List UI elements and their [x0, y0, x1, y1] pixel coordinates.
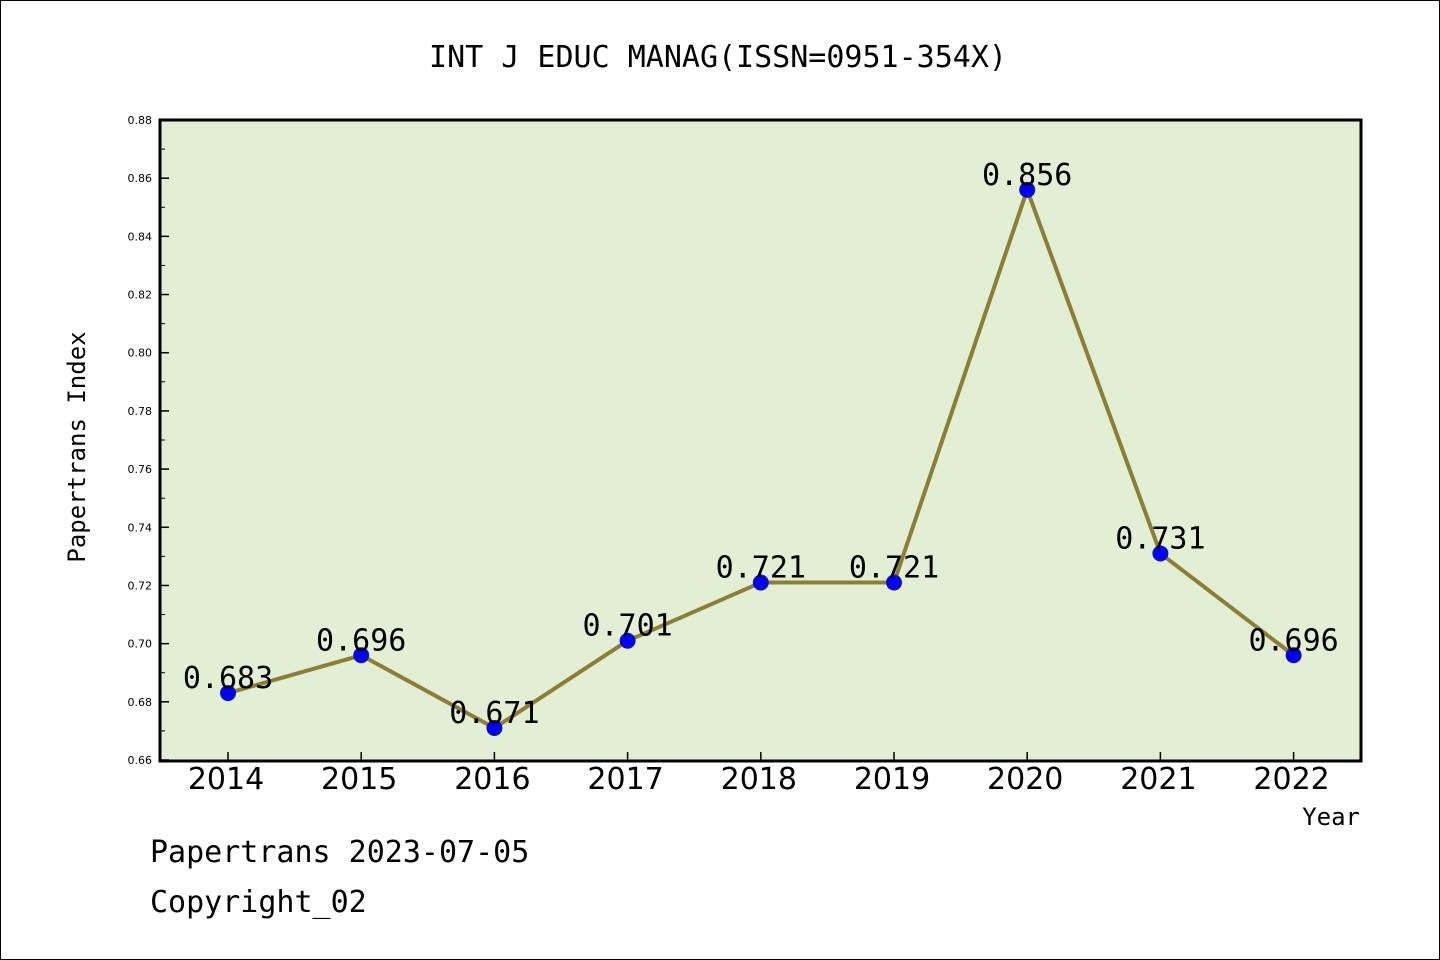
x-tick-label: 2016 — [454, 762, 530, 797]
data-point-2015 — [353, 647, 370, 664]
data-point-2021 — [1152, 545, 1169, 562]
x-tick-label: 2020 — [987, 762, 1063, 797]
data-point-2016 — [486, 720, 503, 736]
data-point-2022 — [1285, 647, 1302, 664]
y-tick-label: 0.66 — [128, 754, 153, 767]
y-tick-label: 0.80 — [128, 347, 153, 360]
data-label-2020: 0.856 — [982, 158, 1072, 193]
x-tick-label: 2015 — [321, 762, 397, 797]
x-tick-label: 2019 — [854, 762, 930, 797]
y-tick-label: 0.88 — [128, 114, 153, 127]
y-tick-label: 0.76 — [128, 463, 153, 476]
y-axis: 0.66 0.68 0.70 0.72 0.74 0.76 0.78 0.80 0.82 0.84… — [128, 114, 169, 767]
y-tick-label: 0.86 — [128, 172, 153, 185]
data-label-2022: 0.696 — [1248, 623, 1338, 658]
data-point-2020 — [1019, 181, 1036, 198]
data-label-2021: 0.731 — [1115, 521, 1205, 556]
y-tick-label: 0.72 — [128, 579, 153, 592]
data-point-2019 — [886, 574, 902, 591]
y-axis-label: Papertrans Index — [63, 331, 91, 562]
x-tick-label: 2018 — [721, 762, 797, 797]
data-label-2017: 0.701 — [582, 609, 672, 644]
y-tick-label: 0.82 — [128, 289, 153, 302]
series-markers — [220, 181, 1302, 736]
data-label-2019: 0.721 — [849, 551, 939, 586]
plot-area — [158, 118, 1363, 763]
footer-source: Papertrans 2023-07-05 — [150, 835, 530, 870]
x-tick-label: 2021 — [1120, 762, 1196, 797]
y-tick-label: 0.84 — [128, 230, 153, 243]
data-point-2018 — [752, 574, 769, 591]
data-label-2018: 0.721 — [716, 551, 806, 586]
x-axis: 2014 2015 2016 2017 2018 2019 2020 2021 2022 — [188, 752, 1330, 797]
data-label-2014: 0.683 — [183, 661, 273, 696]
y-tick-label: 0.78 — [128, 405, 153, 418]
y-tick-label: 0.74 — [128, 521, 153, 534]
x-tick-label: 2014 — [188, 762, 264, 797]
data-label-2016: 0.671 — [449, 696, 539, 731]
data-label-2015: 0.696 — [316, 623, 406, 658]
data-point-2017 — [619, 632, 636, 649]
data-point-2014 — [220, 685, 236, 702]
data-labels: 0.683 0.696 0.671 0.701 0.721 0.721 0.856 0.731… — [183, 158, 1339, 731]
x-tick-label: 2017 — [587, 762, 663, 797]
chart-title: INT J EDUC MANAG(ISSN=0951-354X) — [429, 40, 1007, 75]
footer-copyright: Copyright_02 — [150, 885, 367, 920]
y-tick-label: 0.68 — [128, 696, 153, 709]
x-axis-label: Year — [1302, 803, 1360, 831]
y-tick-label: 0.70 — [128, 638, 153, 651]
x-tick-label: 2022 — [1253, 762, 1329, 797]
